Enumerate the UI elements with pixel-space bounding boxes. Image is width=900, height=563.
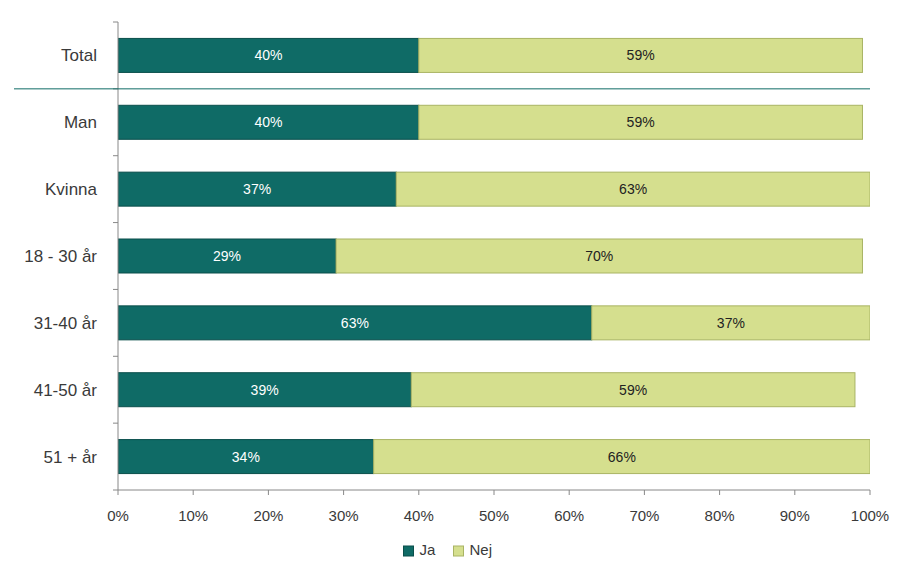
x-tick [343, 490, 344, 495]
x-tick [794, 490, 795, 495]
bar-segment [411, 373, 855, 407]
y-tick [113, 222, 118, 223]
category-label: 18 - 30 år [24, 247, 97, 266]
x-tick-label: 90% [780, 507, 810, 524]
legend: Ja Nej [404, 541, 493, 558]
legend-label: Ja [420, 541, 437, 558]
legend-label: Nej [470, 541, 493, 558]
chart-container: 40% 59% 40% 59% 37% 63% 29% 70% 63% 37% 39% 59% 34% 6… [0, 0, 900, 563]
data-label: 37% [717, 315, 745, 331]
bar-segment [419, 38, 863, 72]
legend-swatch [454, 546, 464, 556]
category-label: Kvinna [45, 180, 98, 199]
chart-svg: 40% 59% 40% 59% 37% 63% 29% 70% 63% 37% 39% 59% 34% 6… [0, 0, 900, 563]
bar-segment [118, 105, 419, 139]
data-label: 34% [232, 449, 260, 465]
x-tick [569, 490, 570, 495]
category-label: 41-50 år [34, 381, 98, 400]
y-tick [113, 356, 118, 357]
y-tick [113, 490, 118, 491]
x-tick-label: 0% [107, 507, 129, 524]
data-label: 59% [619, 382, 647, 398]
legend-item: Ja [404, 541, 437, 558]
x-tick [644, 490, 645, 495]
bar-segment [592, 306, 870, 340]
x-tick-label: 10% [178, 507, 208, 524]
bar-segment [118, 373, 411, 407]
category-label: Man [64, 113, 97, 132]
data-label: 59% [627, 114, 655, 130]
data-label: 39% [251, 382, 279, 398]
category-label: 31-40 år [34, 314, 98, 333]
data-label: 59% [627, 47, 655, 63]
bar-segment [336, 239, 862, 273]
data-label: 37% [243, 181, 271, 197]
bar-segment [396, 172, 870, 206]
x-tick [719, 490, 720, 495]
bar-segment [419, 105, 863, 139]
x-tick [418, 490, 419, 495]
category-label: Total [61, 46, 97, 65]
y-axis-line [118, 22, 119, 490]
x-tick-label: 70% [629, 507, 659, 524]
bar-segment [118, 38, 419, 72]
x-tick-label: 60% [554, 507, 584, 524]
bar-segment [374, 440, 870, 474]
x-tick-label: 50% [479, 507, 509, 524]
bar-segment [118, 172, 396, 206]
total-divider [14, 88, 870, 89]
y-tick [113, 22, 118, 23]
y-tick [113, 423, 118, 424]
x-tick-label: 20% [253, 507, 283, 524]
data-label: 40% [254, 114, 282, 130]
legend-swatch [404, 546, 414, 556]
x-tick-label: 100% [851, 507, 889, 524]
data-label: 70% [585, 248, 613, 264]
x-tick [870, 490, 871, 495]
x-tick-label: 30% [329, 507, 359, 524]
x-tick-label: 40% [404, 507, 434, 524]
x-tick-label: 80% [705, 507, 735, 524]
data-label: 66% [608, 449, 636, 465]
data-label: 40% [254, 47, 282, 63]
x-tick [268, 490, 269, 495]
bar-segment [118, 306, 592, 340]
y-tick [113, 155, 118, 156]
data-labels: 40% 59% 40% 59% 37% 63% 29% 70% 63% 37% 39% 59% 34% 6… [213, 47, 745, 464]
data-label: 63% [341, 315, 369, 331]
bars [118, 38, 870, 473]
category-label: 51 + år [44, 448, 98, 467]
data-label: 63% [619, 181, 647, 197]
legend-item: Nej [454, 541, 493, 558]
x-tick [494, 490, 495, 495]
bar-segment [118, 440, 374, 474]
x-tick [193, 490, 194, 495]
x-tick [118, 490, 119, 495]
y-tick [113, 289, 118, 290]
bar-segment [118, 239, 336, 273]
data-label: 29% [213, 248, 241, 264]
